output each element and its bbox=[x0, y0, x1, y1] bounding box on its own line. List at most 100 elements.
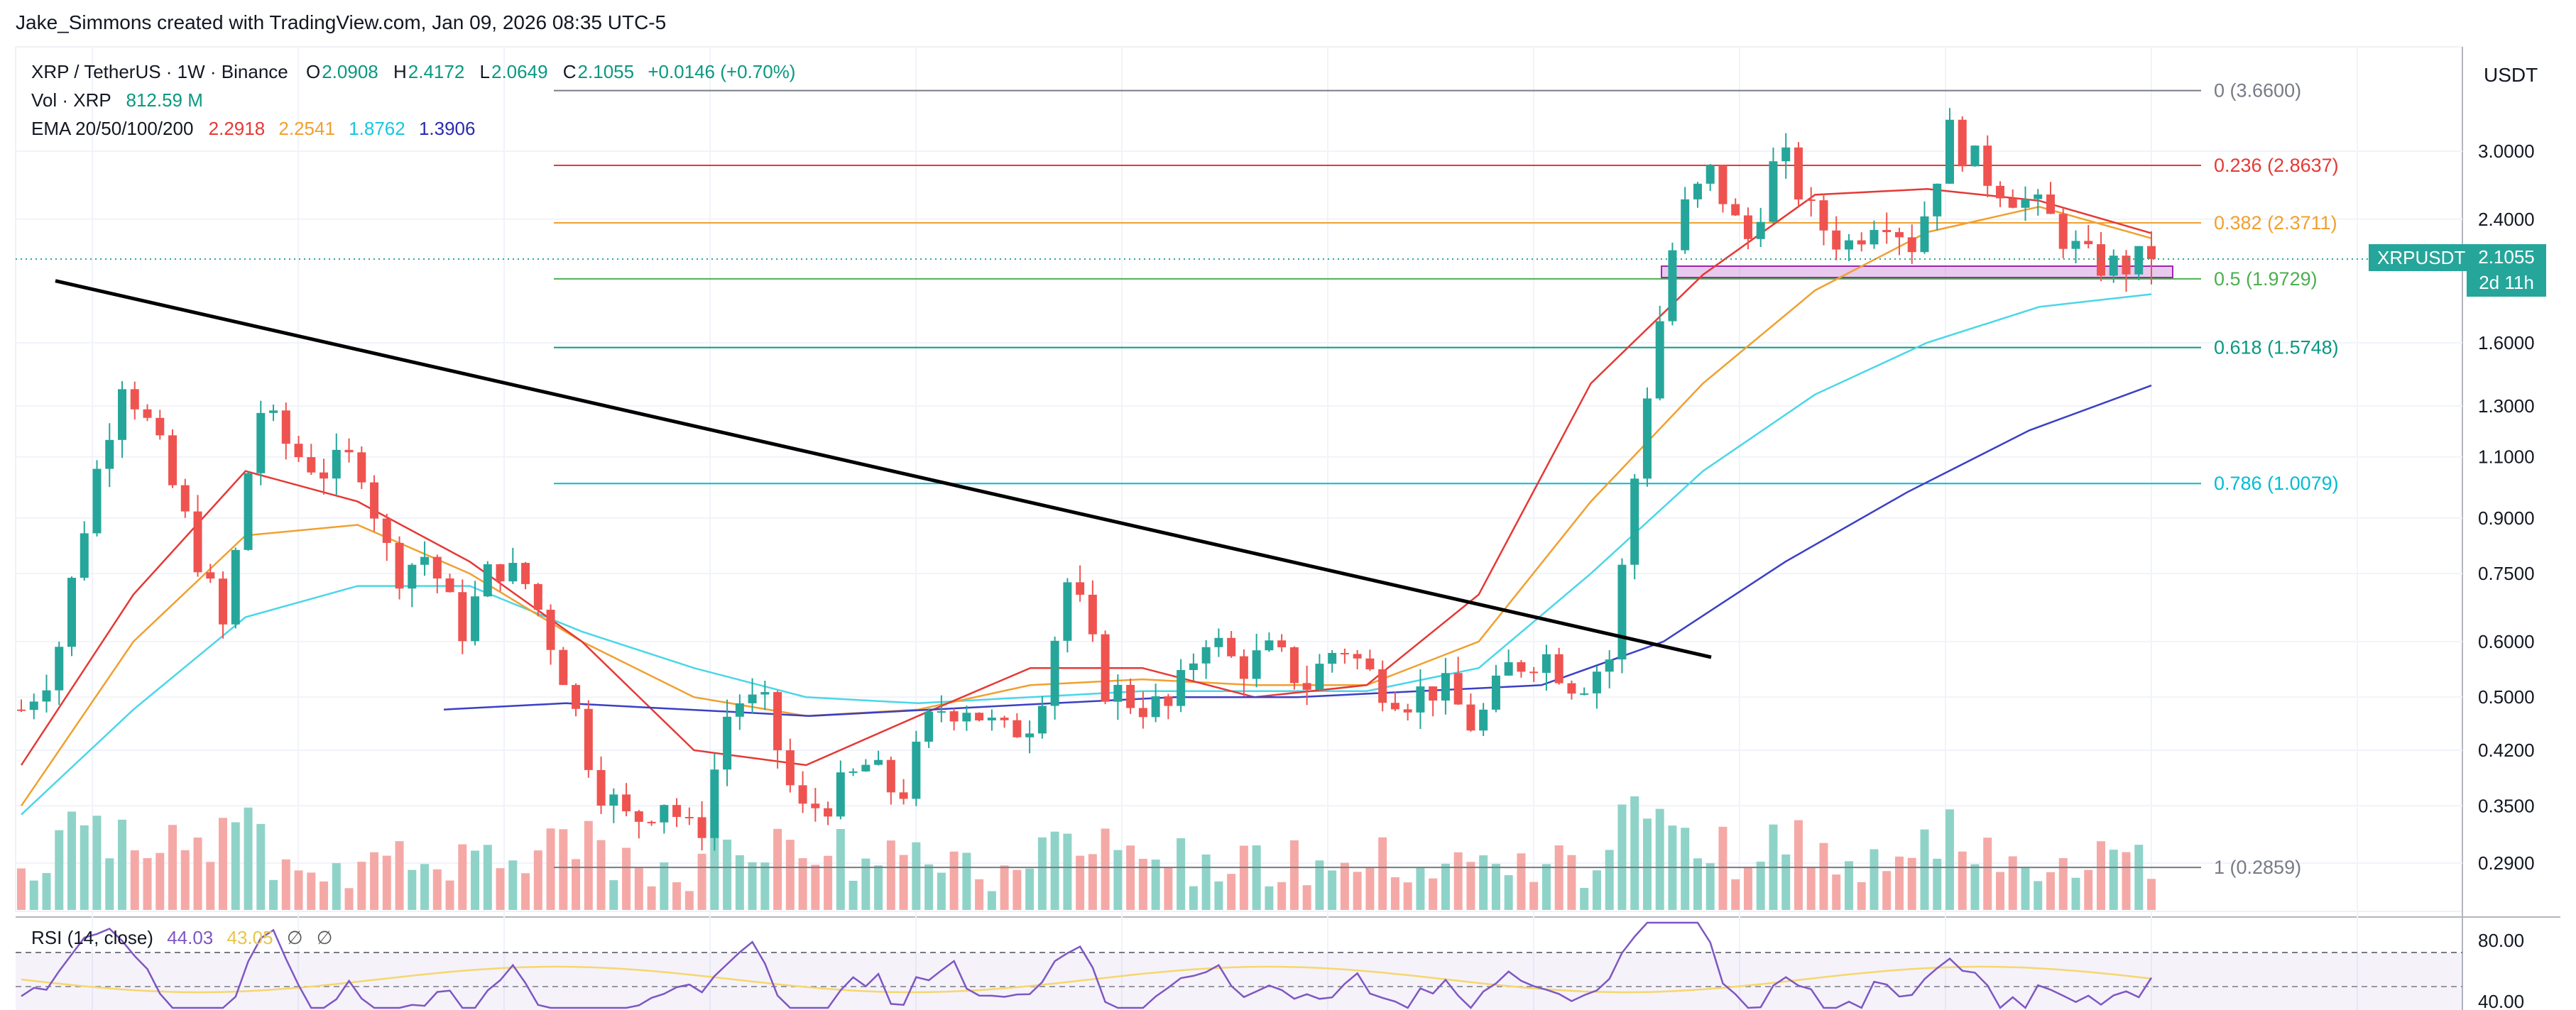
volume-bar bbox=[684, 891, 694, 910]
candle-body bbox=[1983, 146, 1992, 186]
symbol-label[interactable]: XRP / TetherUS · 1W · Binance bbox=[31, 61, 288, 82]
volume-bar bbox=[1353, 872, 1362, 910]
candle-body bbox=[55, 647, 64, 691]
volume-bar bbox=[836, 828, 845, 910]
volume-bar bbox=[1214, 881, 1223, 910]
candle-body bbox=[785, 750, 795, 786]
volume-bar bbox=[622, 847, 631, 910]
y-tick-label: 0.3500 bbox=[2478, 795, 2535, 816]
candle-body bbox=[2046, 194, 2055, 214]
fib-level-label: 0.786 (1.0079) bbox=[2214, 473, 2339, 494]
ema-legend[interactable]: EMA 20/50/100/200 2.2918 2.2541 1.8762 1… bbox=[31, 118, 475, 140]
candle-body bbox=[67, 578, 77, 647]
price-tag-countdown: 2d 11h bbox=[2479, 272, 2534, 293]
volume-bar bbox=[723, 839, 732, 910]
candle-body bbox=[1340, 652, 1349, 654]
volume-bar bbox=[17, 868, 26, 910]
candle-body bbox=[1517, 662, 1526, 672]
volume-bar bbox=[975, 879, 984, 910]
candle-body bbox=[408, 564, 417, 589]
candle-body bbox=[1365, 658, 1375, 669]
volume-bar bbox=[332, 863, 341, 910]
candle-body bbox=[1479, 709, 1488, 731]
candle-body bbox=[609, 794, 618, 806]
candle-body bbox=[231, 549, 240, 625]
candle-body bbox=[1201, 647, 1211, 664]
volume-bar bbox=[118, 819, 127, 910]
volume-bar bbox=[155, 852, 165, 910]
fib-level-label: 0.382 (2.3711) bbox=[2214, 212, 2337, 234]
volume-bar bbox=[596, 840, 606, 910]
volume-bar bbox=[2096, 841, 2105, 910]
volume-bar bbox=[206, 862, 215, 910]
candle-body bbox=[1844, 240, 1853, 250]
ema50-value: 2.2541 bbox=[278, 118, 335, 139]
candle-body bbox=[760, 692, 770, 695]
candle-body bbox=[307, 457, 316, 473]
candle-body bbox=[193, 511, 202, 573]
volume-bar bbox=[55, 830, 64, 910]
currency-button[interactable]: USDT bbox=[2484, 64, 2538, 86]
price-tag-price: 2.1055 bbox=[2478, 246, 2535, 268]
candle-body bbox=[1554, 654, 1563, 684]
candle-body bbox=[344, 449, 354, 453]
volume-bar bbox=[1693, 858, 1702, 910]
candle-body bbox=[1289, 647, 1299, 684]
volume-bar bbox=[1025, 868, 1035, 910]
volume-bar bbox=[2134, 845, 2144, 910]
ema100-value: 1.8762 bbox=[349, 118, 405, 139]
volume-value: 812.59 M bbox=[126, 89, 203, 111]
volume-bar bbox=[924, 864, 934, 910]
volume-legend[interactable]: Vol · XRP 812.59 M bbox=[31, 89, 203, 111]
volume-bar bbox=[1126, 845, 1135, 910]
rsi-ma-value: 43.05 bbox=[227, 927, 273, 948]
rsi-legend[interactable]: RSI (14, close) 44.03 43.05 ∅ ∅ bbox=[31, 927, 332, 949]
volume-bar bbox=[1819, 842, 1828, 910]
candle-body bbox=[370, 482, 379, 519]
candle-body bbox=[1945, 119, 1954, 184]
candle-body bbox=[2058, 214, 2068, 249]
volume-bar bbox=[1844, 861, 1853, 910]
volume-bar bbox=[193, 838, 202, 910]
volume-bar bbox=[1189, 886, 1198, 910]
volume-bar bbox=[1101, 828, 1110, 910]
fib-level-label: 1 (0.2859) bbox=[2214, 857, 2301, 878]
volume-bar bbox=[67, 811, 77, 910]
candle-body bbox=[1239, 656, 1248, 679]
volume-bar bbox=[471, 850, 480, 910]
rsi-value: 44.03 bbox=[167, 927, 214, 948]
volume-bar bbox=[382, 855, 391, 910]
volume-bar bbox=[1340, 862, 1349, 910]
candle-body bbox=[1126, 684, 1135, 708]
candle-body bbox=[1819, 200, 1828, 231]
volume-bar bbox=[1857, 882, 1866, 910]
volume-bar bbox=[496, 868, 505, 910]
candle-body bbox=[244, 473, 253, 550]
volume-bar bbox=[1554, 845, 1563, 910]
volume-bar bbox=[1983, 838, 1992, 910]
volume-bar bbox=[1794, 820, 1803, 910]
volume-bar bbox=[1441, 863, 1450, 910]
y-tick-label: 0.2900 bbox=[2478, 852, 2535, 874]
volume-bar bbox=[1403, 882, 1412, 910]
candle-body bbox=[1933, 183, 1942, 216]
volume-bar bbox=[1504, 875, 1513, 910]
volume-bar bbox=[647, 886, 656, 910]
candle-body bbox=[874, 759, 883, 765]
candle-body bbox=[962, 713, 971, 722]
y-tick-label: 0.7500 bbox=[2478, 563, 2535, 584]
candle-body bbox=[533, 583, 542, 610]
candle-body bbox=[483, 564, 492, 597]
candle-body bbox=[1920, 216, 1929, 253]
volume-bar bbox=[483, 845, 492, 910]
candle-body bbox=[1151, 696, 1160, 718]
candle-body bbox=[420, 556, 430, 565]
high-label: H bbox=[393, 61, 407, 82]
candle-body bbox=[458, 592, 467, 642]
candle-body bbox=[42, 690, 51, 702]
volume-bar bbox=[1541, 864, 1551, 910]
volume-bar bbox=[1681, 828, 1690, 910]
volume-bar bbox=[1642, 818, 1652, 910]
candle-body bbox=[1378, 669, 1387, 703]
